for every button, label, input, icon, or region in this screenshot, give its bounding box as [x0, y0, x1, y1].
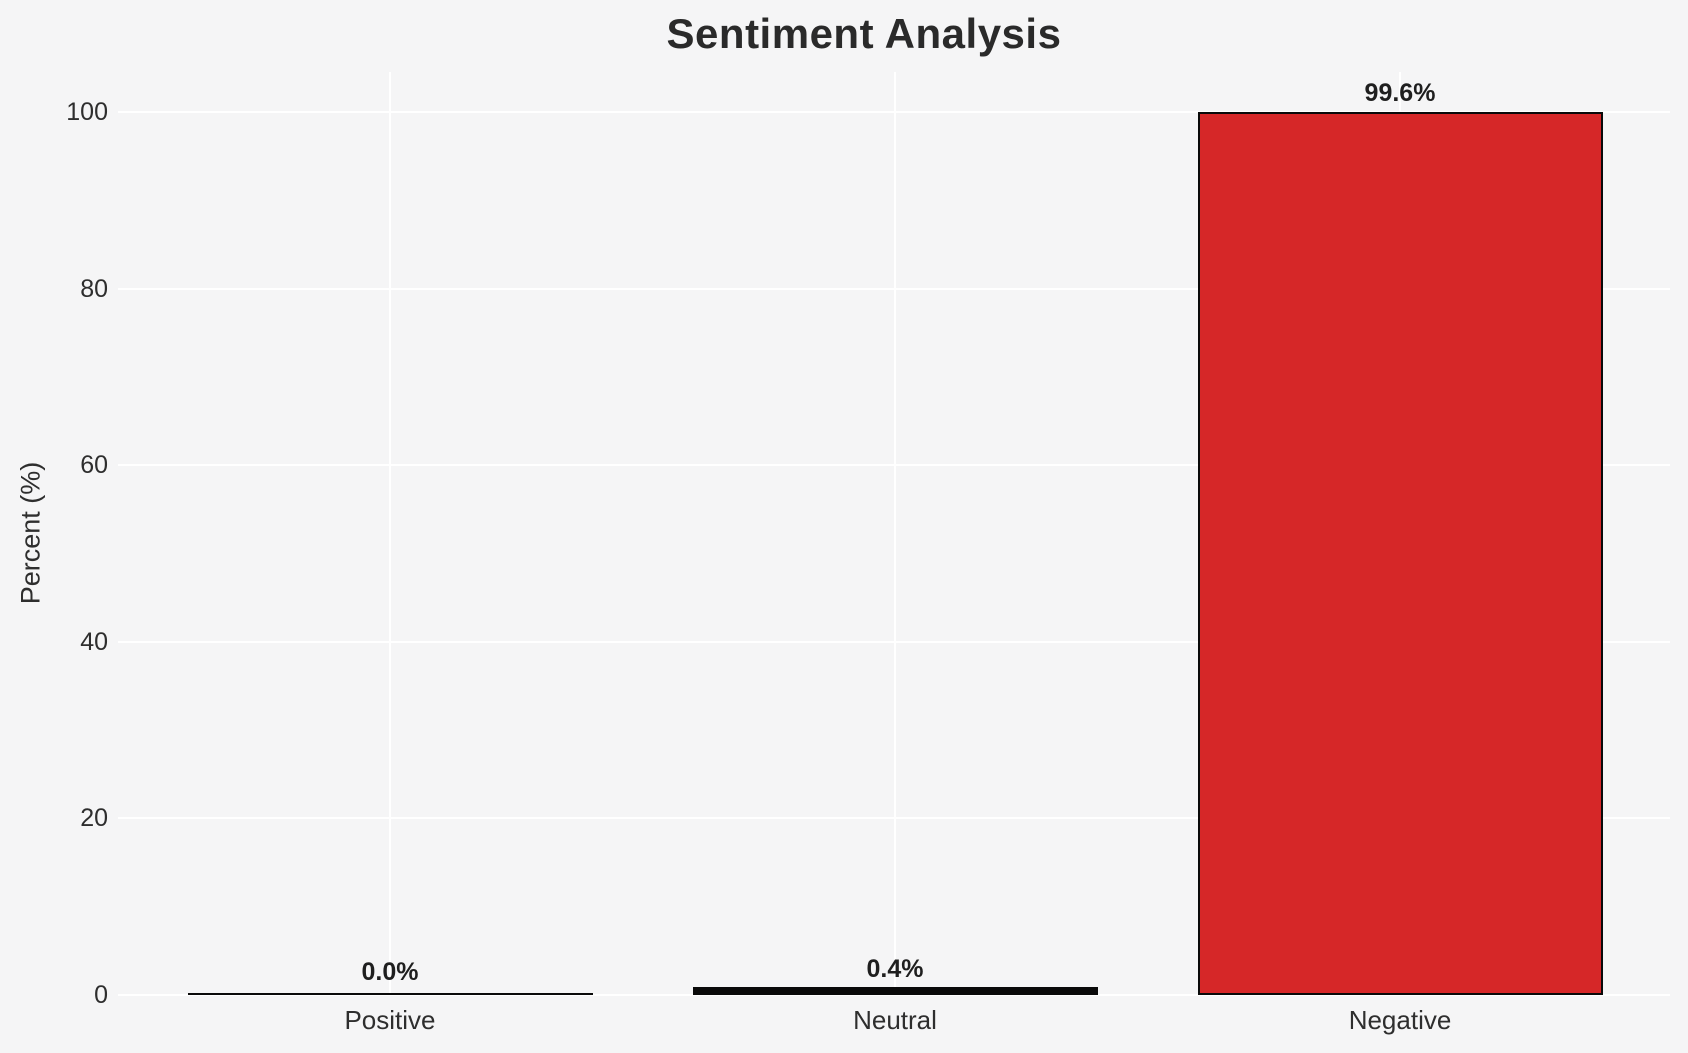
gridline-x-neutral — [894, 72, 896, 995]
bar-neutral — [692, 987, 1098, 995]
y-tick-label-60: 60 — [80, 451, 108, 480]
y-tick-label-40: 40 — [80, 627, 108, 656]
bar-negative — [1197, 112, 1603, 995]
gridline-y-0 — [118, 994, 1670, 996]
y-axis-label: Percent (%) — [15, 461, 46, 605]
y-tick-label-0: 0 — [94, 981, 108, 1009]
bar-value-label-negative: 99.6% — [1364, 78, 1436, 107]
x-tick-label-neutral: Neutral — [853, 1005, 937, 1035]
y-tick-label-20: 20 — [80, 804, 108, 833]
y-tick-label-80: 80 — [80, 274, 108, 303]
x-tick-label-positive: Positive — [344, 1005, 436, 1035]
x-tick-label-negative: Negative — [1348, 1005, 1452, 1035]
y-tick-label-100: 100 — [66, 98, 108, 126]
bar-positive — [187, 993, 593, 995]
chart-title: Sentiment Analysis — [666, 10, 1062, 57]
gridline-x-positive — [389, 72, 391, 995]
bar-value-label-neutral: 0.4% — [866, 954, 924, 983]
bar-value-label-positive: 0.0% — [361, 958, 419, 987]
